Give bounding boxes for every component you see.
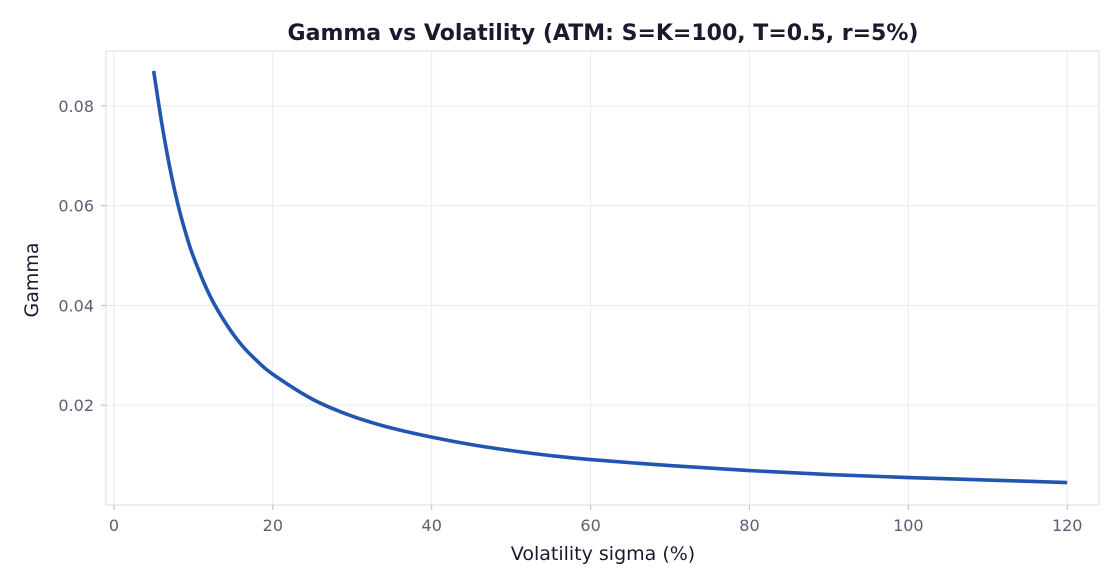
y-tick-label: 0.08 <box>58 97 94 116</box>
plot-frame <box>105 50 1100 506</box>
series-group <box>151 70 1068 485</box>
chart-title: Gamma vs Volatility (ATM: S=K=100, T=0.5… <box>288 21 919 46</box>
series-line-0 <box>151 70 1068 485</box>
x-axis-label: Volatility sigma (%) <box>511 543 695 565</box>
x-tick-label: 40 <box>422 516 442 535</box>
y-tick-label: 0.02 <box>58 396 94 415</box>
y-tick-label: 0.04 <box>58 296 94 315</box>
x-tick-label: 0 <box>109 516 119 535</box>
x-tick-label: 60 <box>580 516 600 535</box>
x-tick-label: 120 <box>1052 516 1083 535</box>
x-tick-label: 80 <box>739 516 759 535</box>
x-tick-label: 20 <box>263 516 283 535</box>
x-tick-label: 100 <box>893 516 924 535</box>
axis-ticks: 0 20 40 60 80 100 120 0.02 0.04 0.06 0.08 <box>58 97 1082 535</box>
y-axis-label: Gamma <box>21 242 43 317</box>
grid-lines <box>106 51 1099 505</box>
y-tick-label: 0.06 <box>58 197 94 216</box>
